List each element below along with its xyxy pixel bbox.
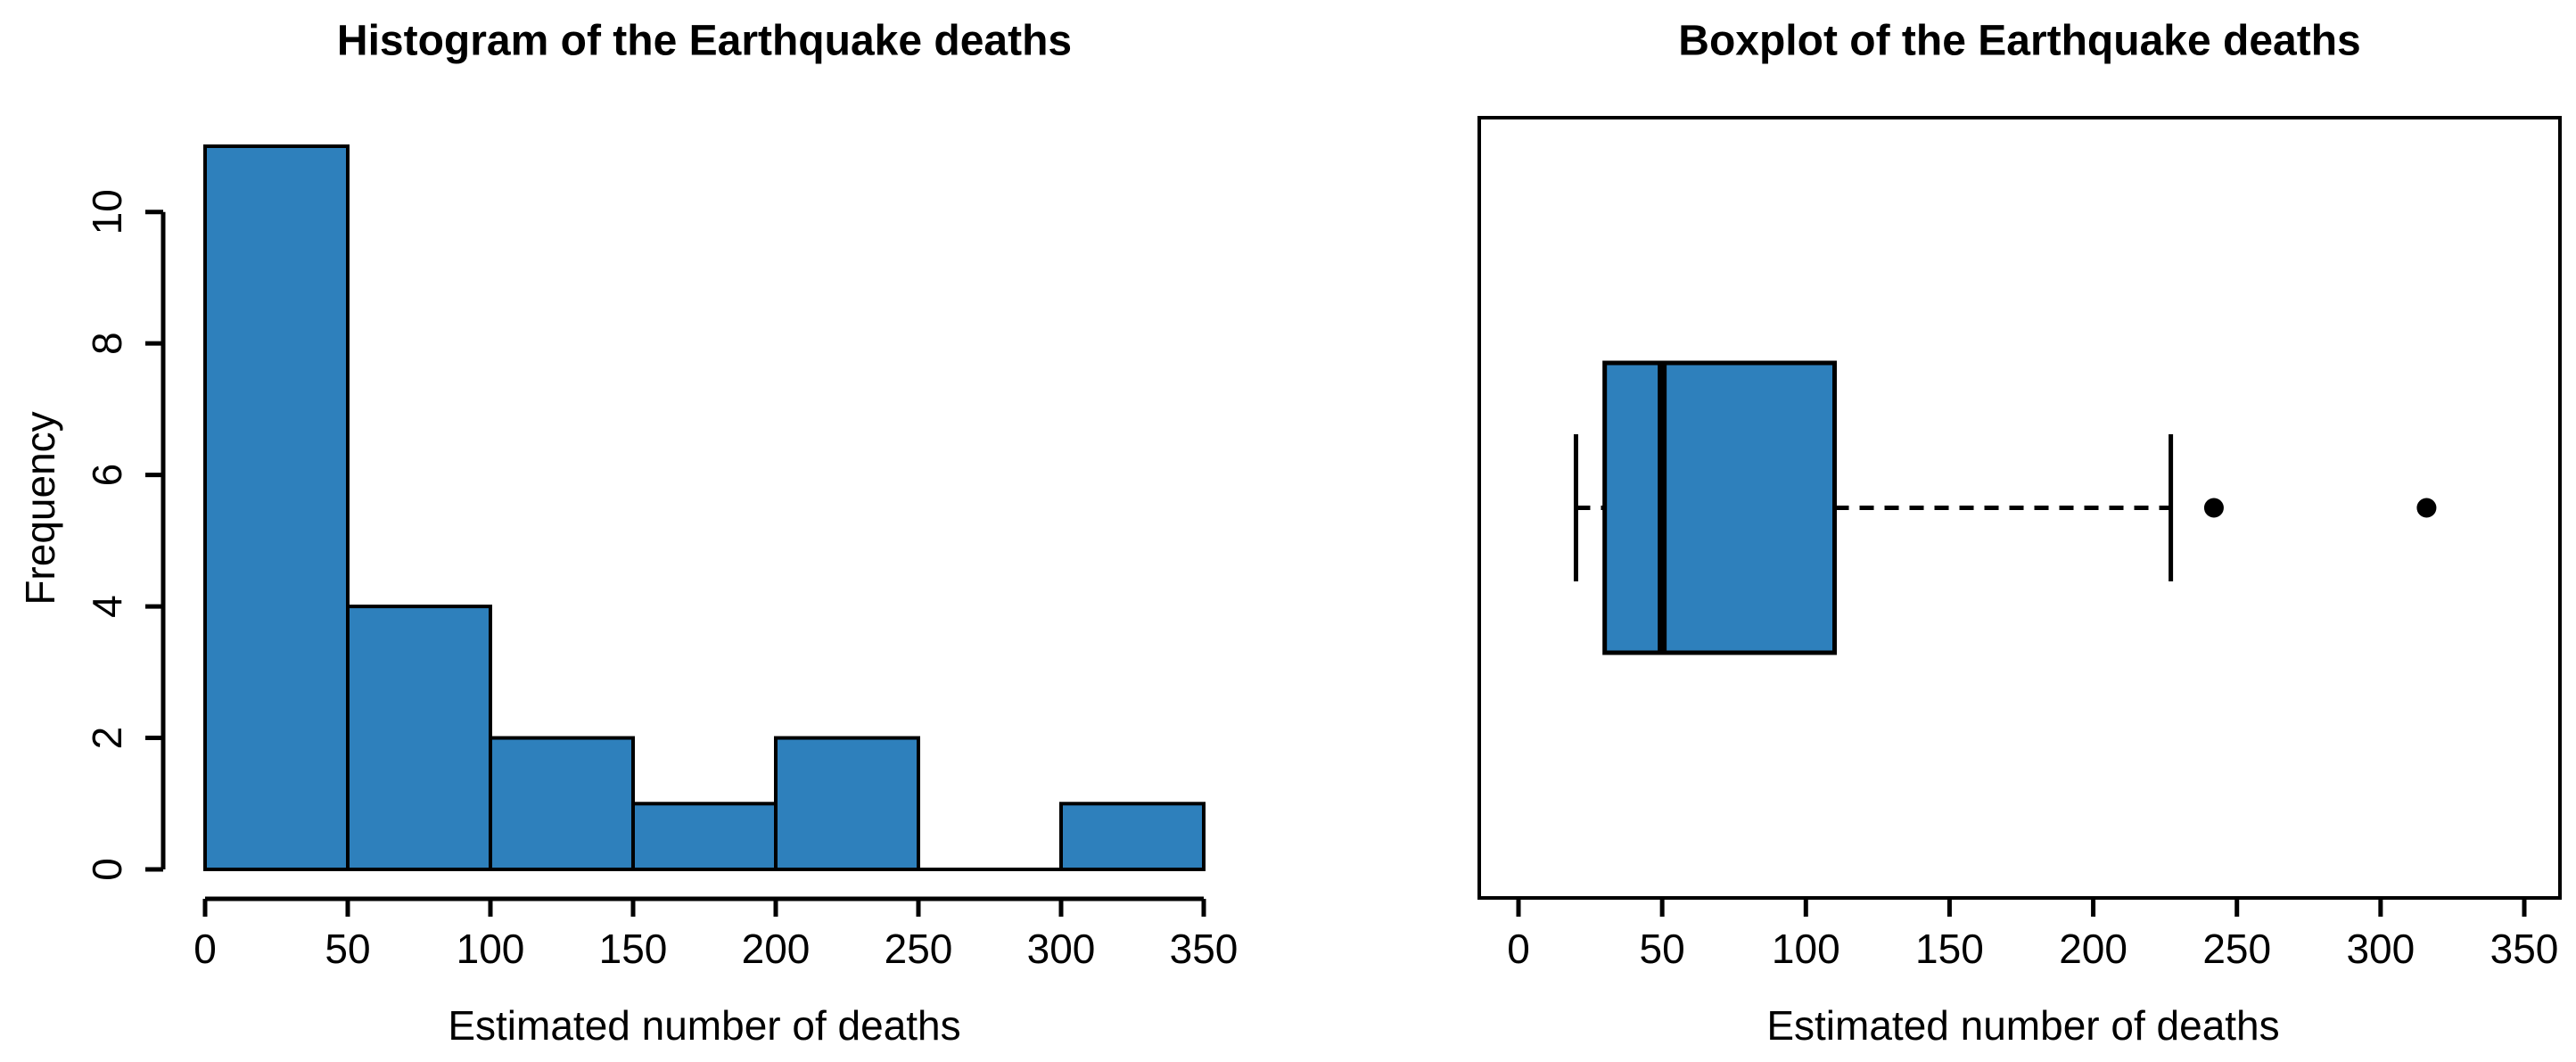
boxplot-x-axis-label: Estimated number of deaths: [1766, 1002, 2279, 1049]
x-tick-label: 200: [742, 926, 811, 972]
histogram-bar: [203, 144, 350, 871]
histogram-bar: [489, 736, 635, 872]
x-tick-label: 0: [193, 926, 217, 972]
boxplot-panel: Boxplot of the Earthquake deaths Estimat…: [1288, 0, 2576, 1062]
histogram-bar: [774, 736, 920, 872]
x-tick-label: 50: [1640, 926, 1685, 972]
x-tick-label: 100: [1772, 926, 1840, 972]
x-tick-label: 150: [599, 926, 668, 972]
y-tick-label: 0: [84, 858, 130, 881]
histogram-title: Histogram of the Earthquake deaths: [337, 18, 1072, 65]
x-tick-label: 350: [1170, 926, 1239, 972]
x-tick-label: 250: [2202, 926, 2271, 972]
outlier-point: [2416, 498, 2437, 518]
y-tick-label: 4: [84, 595, 130, 618]
y-tick-label: 2: [84, 727, 130, 750]
histogram-bar: [346, 605, 492, 871]
histogram-y-axis-label: Frequency: [17, 411, 63, 605]
x-tick-label: 200: [2059, 926, 2127, 972]
x-tick-label: 0: [1507, 926, 1530, 972]
histogram-panel: Histogram of the Earthquake deaths Estim…: [17, 18, 1239, 1050]
iqr-box: [1602, 360, 1838, 655]
x-tick-label: 50: [325, 926, 370, 972]
boxplot-chart: Boxplot of the Earthquake deaths Estimat…: [1477, 18, 2562, 1049]
y-tick-label: 10: [84, 189, 130, 235]
x-tick-label: 350: [2490, 926, 2559, 972]
x-tick-label: 100: [457, 926, 525, 972]
x-tick-label: 300: [1027, 926, 1096, 972]
plot-frame: [1477, 116, 2562, 900]
boxplot-plot-area: 0 50 100 150 200 250 300 350: [1477, 116, 2562, 972]
x-tick-label: 250: [885, 926, 953, 972]
histogram-bar: [631, 802, 778, 871]
y-tick-label: 6: [84, 464, 130, 487]
histogram-chart: Histogram of the Earthquake deaths Estim…: [17, 18, 1239, 1050]
histogram-bar: [1059, 802, 1206, 871]
boxplot-title: Boxplot of the Earthquake deaths: [1678, 18, 2360, 65]
histogram-x-axis-label: Estimated number of deaths: [448, 1002, 960, 1049]
x-tick-label: 300: [2346, 926, 2415, 972]
x-tick-label: 150: [1915, 926, 1984, 972]
y-tick-label: 8: [84, 332, 130, 355]
outlier-point: [2203, 498, 2224, 518]
